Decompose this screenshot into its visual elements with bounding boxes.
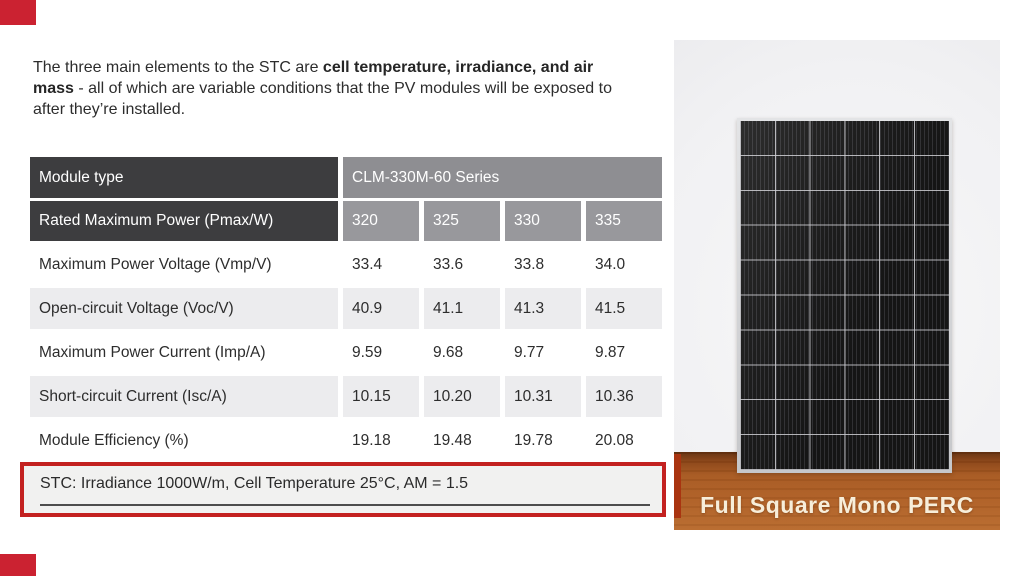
table-row-label: Open-circuit Voltage (Voc/V) xyxy=(30,288,338,329)
table-cell-value: 34.0 xyxy=(586,244,662,285)
table-header-series: CLM-330M-60 Series xyxy=(343,157,662,198)
table-header-power-value: 335 xyxy=(586,201,662,241)
table-header-power-value: 325 xyxy=(424,201,500,241)
solar-panel-photo: Full Square Mono PERC xyxy=(674,40,1000,530)
table-cell-value: 10.36 xyxy=(586,376,662,417)
photo-caption: Full Square Mono PERC xyxy=(700,492,974,518)
stc-underline xyxy=(40,504,650,506)
intro-text-end: - all of which are variable conditions t… xyxy=(33,80,612,118)
stc-highlight-box: STC: Irradiance 1000W/m, Cell Temperatur… xyxy=(20,462,666,517)
table-row-label: Maximum Power Voltage (Vmp/V) xyxy=(30,244,338,285)
table-cell-value: 20.08 xyxy=(586,420,662,461)
table-cell-value: 33.6 xyxy=(424,244,500,285)
table-cell-value: 9.87 xyxy=(586,332,662,373)
table-cell-value: 41.3 xyxy=(505,288,581,329)
intro-paragraph: The three main elements to the STC are c… xyxy=(33,57,633,120)
table-cell-value: 33.8 xyxy=(505,244,581,285)
table-cell-value: 10.15 xyxy=(343,376,419,417)
intro-text-start: The three main elements to the STC are xyxy=(33,59,323,76)
panel-reflection xyxy=(740,121,949,470)
table-cell-value: 19.48 xyxy=(424,420,500,461)
table-cell-value: 9.77 xyxy=(505,332,581,373)
slide-accent-top-left xyxy=(0,0,36,25)
table-cell-value: 41.5 xyxy=(586,288,662,329)
solar-panel-cells xyxy=(740,121,949,470)
table-cell-value: 10.20 xyxy=(424,376,500,417)
table-cell-value: 40.9 xyxy=(343,288,419,329)
intro-text-bold: cell temperature, irradiance, and air ma… xyxy=(33,59,594,97)
table-cell-value: 9.68 xyxy=(424,332,500,373)
table-cell-value: 41.1 xyxy=(424,288,500,329)
table-cell-value: 10.31 xyxy=(505,376,581,417)
table-header-module-type: Module type xyxy=(30,157,338,198)
table-header-power-value: 320 xyxy=(343,201,419,241)
table-header-power-value: 330 xyxy=(505,201,581,241)
table-cell-value: 9.59 xyxy=(343,332,419,373)
table-header-power-label: Rated Maximum Power (Pmax/W) xyxy=(30,201,338,241)
table-row-label: Short-circuit Current (Isc/A) xyxy=(30,376,338,417)
floor-edge-object xyxy=(674,454,681,518)
table-row-label: Maximum Power Current (Imp/A) xyxy=(30,332,338,373)
stc-note-text: STC: Irradiance 1000W/m, Cell Temperatur… xyxy=(40,475,469,492)
slide-accent-bottom-left xyxy=(0,554,36,576)
table-row-label: Module Efficiency (%) xyxy=(30,420,338,461)
table-cell-value: 33.4 xyxy=(343,244,419,285)
table-cell-value: 19.18 xyxy=(343,420,419,461)
table-cell-value: 19.78 xyxy=(505,420,581,461)
solar-panel xyxy=(737,118,952,473)
module-spec-table: Module type CLM-330M-60 Series Rated Max… xyxy=(30,157,662,461)
